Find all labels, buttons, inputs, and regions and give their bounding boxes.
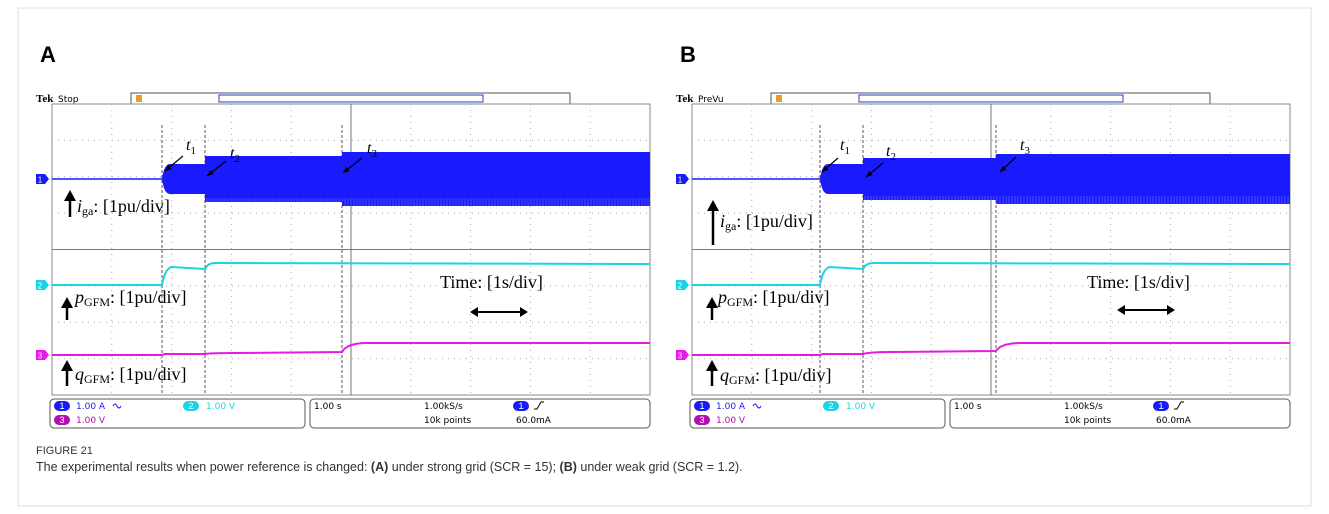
marker-sub: 3 [1024, 145, 1030, 157]
trigger-flag [136, 95, 142, 102]
label-suffix: : [1pu/div] [93, 196, 170, 216]
channel-tag-number: 1 [678, 176, 683, 185]
trace-ch1 [863, 158, 996, 200]
caption-segment: (A) [371, 460, 388, 474]
record-view [219, 95, 483, 102]
caption-segment: (B) [560, 460, 577, 474]
marker-sub: 3 [371, 148, 377, 160]
channel-tag-number: 2 [38, 282, 43, 291]
channel-badge-number: 1 [1158, 401, 1163, 411]
channel-badge-number: 3 [699, 415, 704, 425]
channel-tag-number: 3 [678, 352, 683, 361]
figure: FIGURE 21 The experimental results when … [0, 0, 1329, 514]
marker-sub: 1 [844, 145, 850, 157]
label-symbol: q [720, 365, 729, 385]
label-sub: GFM [727, 295, 753, 309]
label-sub: ga [82, 204, 94, 218]
caption-segment: under weak grid (SCR = 1.2). [577, 460, 743, 474]
trace-ch1 [342, 152, 650, 206]
channel-badge-number: 3 [59, 415, 64, 425]
timebase: 1.00 s [314, 402, 342, 412]
ch2-scale: 1.00 V [846, 402, 876, 412]
record-view [859, 95, 1123, 102]
figure-label: FIGURE 21 [36, 445, 93, 457]
ch1-scale: 1.00 A [76, 402, 106, 412]
panel-letter: B [680, 42, 696, 67]
sample-rate: 1.00kS/s [1064, 402, 1103, 412]
trigger-flag [776, 95, 782, 102]
trigger-level: 60.0mA [516, 416, 552, 426]
sample-rate: 1.00kS/s [424, 402, 463, 412]
label-suffix: : [1pu/div] [110, 287, 187, 307]
time-label: Time: [1s/div] [440, 272, 543, 292]
label-sub: GFM [84, 372, 110, 386]
channel-badge-number: 1 [518, 401, 523, 411]
label-symbol: p [716, 287, 727, 307]
caption-segment: under strong grid (SCR = 15); [388, 460, 559, 474]
caption-segment: The experimental results when power refe… [36, 460, 371, 474]
ch1-scale: 1.00 A [716, 402, 746, 412]
panel-letter: A [40, 42, 56, 67]
label-sub: ga [725, 219, 737, 233]
channel-badge-number: 1 [59, 401, 64, 411]
label-sub: GFM [84, 295, 110, 309]
marker-sub: 2 [890, 151, 896, 163]
label-symbol: q [75, 364, 84, 384]
label-suffix: : [1pu/div] [755, 365, 832, 385]
readout-box [310, 399, 650, 428]
ch3-scale: 1.00 V [76, 416, 106, 426]
label-symbol: p [73, 287, 84, 307]
channel-badge-number: 1 [699, 401, 704, 411]
readout-box [950, 399, 1290, 428]
record-length: 10k points [424, 416, 471, 426]
timebase: 1.00 s [954, 402, 982, 412]
ch3-scale: 1.00 V [716, 416, 746, 426]
label-suffix: : [1pu/div] [736, 211, 813, 231]
label-suffix: : [1pu/div] [110, 364, 187, 384]
marker-sub: 1 [190, 145, 196, 157]
channel-badge-number: 2 [188, 401, 193, 411]
trigger-level: 60.0mA [1156, 416, 1192, 426]
time-label: Time: [1s/div] [1087, 272, 1190, 292]
trace-ch1 [205, 156, 342, 202]
scope-brand: Tek [36, 93, 54, 105]
label-suffix: : [1pu/div] [753, 287, 830, 307]
ch2-scale: 1.00 V [206, 402, 236, 412]
record-length: 10k points [1064, 416, 1111, 426]
figure-caption: The experimental results when power refe… [36, 460, 743, 474]
channel-tag-number: 1 [38, 176, 43, 185]
channel-tag-number: 2 [678, 282, 683, 291]
channel-badge-number: 2 [828, 401, 833, 411]
scope-brand: Tek [676, 93, 694, 105]
channel-tag-number: 3 [38, 352, 43, 361]
label-sub: GFM [729, 373, 755, 387]
marker-sub: 2 [234, 153, 240, 165]
